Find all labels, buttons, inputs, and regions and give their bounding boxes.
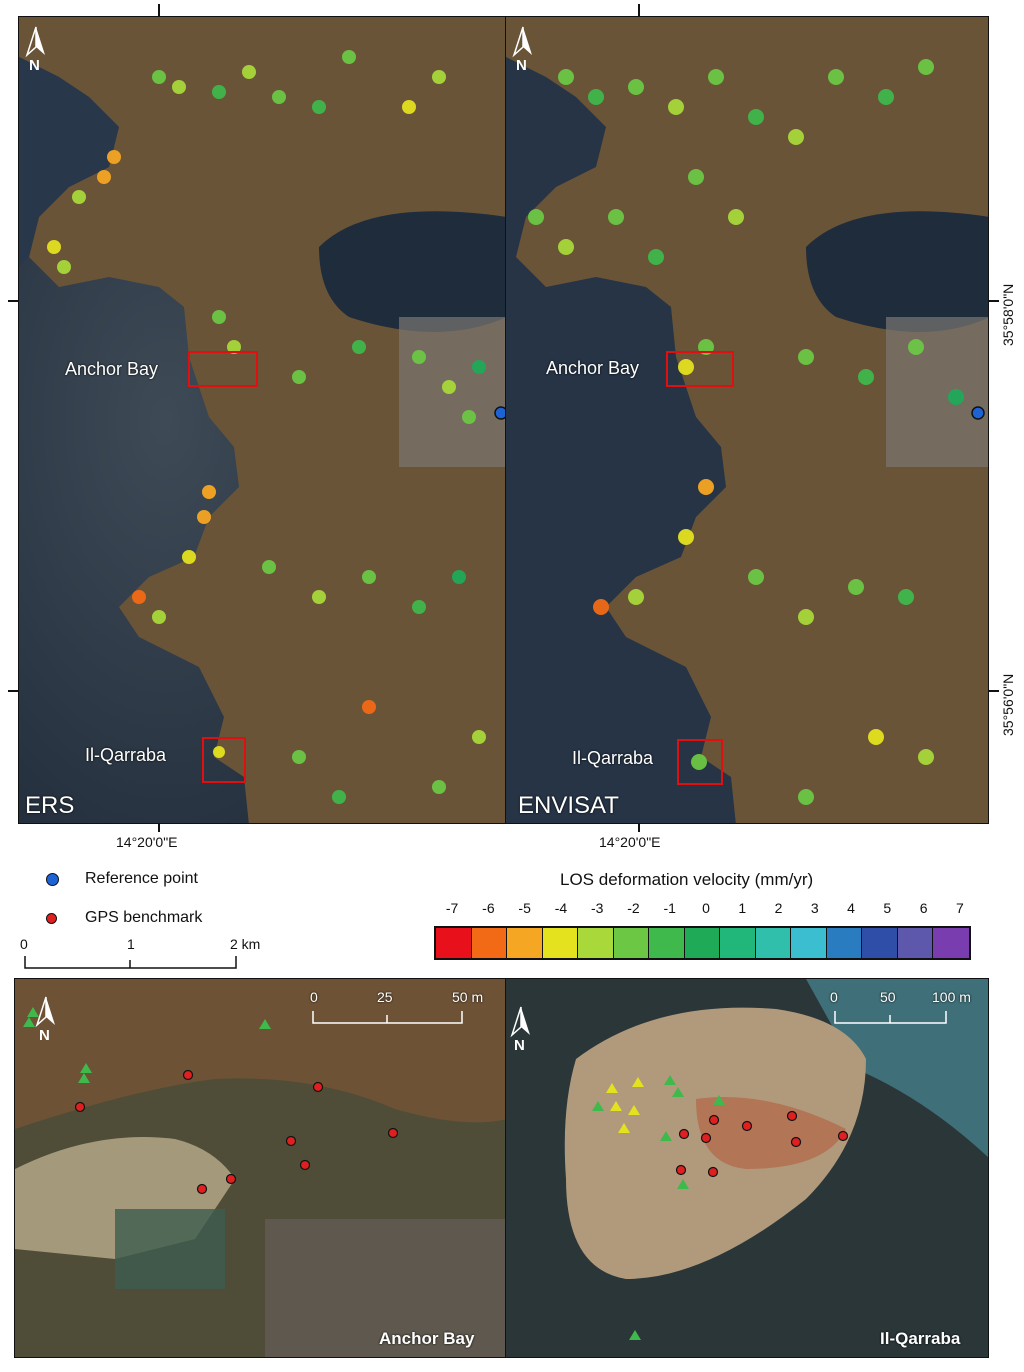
north-arrow-icon: N: [35, 995, 57, 1045]
ers-anchor-bay-label: Anchor Bay: [65, 359, 159, 379]
scale-label-2: 2 km: [230, 936, 261, 952]
colorbar-tick-label: -2: [627, 900, 640, 916]
colorbar-swatch-3: [542, 928, 578, 958]
qarraba-inset[interactable]: N 0 50 100 m Il-Qarraba: [505, 978, 989, 1358]
envisat-top-tick: [638, 4, 640, 16]
ers-map[interactable]: N Anchor Bay Il-Qarraba ERS: [18, 16, 506, 824]
envisat-right-tick-top: [989, 300, 999, 302]
north-arrow-icon: N: [512, 25, 534, 75]
main-scale-bar: [24, 956, 237, 969]
ers-lon-label: 14°20'0"E: [116, 834, 178, 850]
colorbar-swatch-12: [862, 928, 898, 958]
ers-qarraba-box[interactable]: [202, 737, 246, 783]
anchor-bay-scale-0: 0: [310, 989, 318, 1005]
colorbar-tick-label: -7: [445, 900, 459, 916]
ers-left-tick-bottom: [8, 690, 18, 692]
scale-label-0: 0: [20, 936, 28, 952]
colorbar-swatch-5: [613, 928, 649, 958]
north-label: N: [29, 57, 40, 74]
anchor-bay-scale-2: 50 m: [452, 989, 484, 1005]
qarraba-scale-2: 100 m: [932, 989, 971, 1005]
qarraba-scale-1: 50: [880, 989, 896, 1005]
velocity-legend-title: LOS deformation velocity (mm/yr): [560, 870, 814, 889]
qarraba-scale-0: 0: [830, 989, 838, 1005]
colorbar-tick-label: -5: [518, 900, 531, 916]
colorbar-tick-label: 5: [883, 900, 892, 916]
anchor-bay-inset[interactable]: N 0 25 50 m Anchor Bay: [14, 978, 506, 1358]
colorbar-swatch-13: [897, 928, 933, 958]
colorbar-swatch-11: [826, 928, 862, 958]
reference-point-label: Reference point: [85, 870, 198, 887]
colorbar-tick-label: 4: [847, 900, 855, 916]
qarraba-scale-bar: [834, 1011, 947, 1024]
envisat-panel-title: ENVISAT: [518, 792, 619, 819]
qarraba-imagery: [506, 979, 988, 1357]
colorbar-swatch-9: [755, 928, 791, 958]
colorbar-tick-label: -1: [663, 900, 676, 916]
envisat-anchor-bay-label: Anchor Bay: [546, 358, 640, 378]
colorbar-tick-label: 7: [955, 900, 964, 916]
colorbar-swatch-0: [436, 928, 472, 958]
lat-label-bottom: 35°56'0"N: [1000, 673, 1016, 736]
anchor-bay-inset-title: Anchor Bay: [379, 1329, 475, 1348]
ers-bottom-tick: [158, 824, 160, 832]
velocity-colorbar: [434, 926, 971, 960]
colorbar-tick-label: 6: [919, 900, 928, 916]
colorbar-tick-label: -3: [590, 900, 604, 916]
legend-gps-benchmark: GPS benchmark: [46, 909, 202, 927]
envisat-map-imagery: [506, 17, 988, 823]
gps-benchmark-icon: [46, 912, 57, 924]
ers-anchor-bay-box[interactable]: [188, 351, 258, 387]
colorbar-swatch-2: [507, 928, 543, 958]
north-arrow-icon: N: [510, 1005, 532, 1055]
ers-panel-title: ERS: [25, 792, 75, 819]
envisat-map[interactable]: N Anchor Bay Il-Qarraba ENVISAT: [505, 16, 989, 824]
colorbar-tick-labels: -7 -6 -5 -4 -3 -2 -1 0 1 2 3 4 5 6 7: [434, 900, 978, 920]
north-label: N: [516, 57, 527, 74]
envisat-qarraba-box[interactable]: [677, 739, 723, 785]
envisat-qarraba-label: Il-Qarraba: [572, 748, 654, 768]
colorbar-tick-label: 1: [738, 900, 747, 916]
lat-label-top: 35°58'0"N: [1000, 283, 1016, 346]
qarraba-inset-title: Il-Qarraba: [880, 1329, 961, 1348]
envisat-lon-label: 14°20'0"E: [599, 834, 661, 850]
ers-left-tick-top: [8, 300, 18, 302]
anchor-bay-scale-1: 25: [377, 989, 393, 1005]
north-label: N: [39, 1027, 50, 1044]
envisat-right-tick-bottom: [989, 690, 999, 692]
envisat-anchor-bay-box[interactable]: [666, 351, 734, 387]
anchor-bay-scale-bar: [312, 1011, 463, 1024]
gps-benchmark-label: GPS benchmark: [85, 909, 203, 926]
anchor-bay-imagery: [15, 979, 505, 1357]
colorbar-swatch-4: [578, 928, 614, 958]
colorbar-swatch-10: [791, 928, 827, 958]
colorbar-tick-label: 2: [774, 900, 783, 916]
colorbar-swatch-6: [649, 928, 685, 958]
colorbar-tick-label: -4: [554, 900, 568, 916]
colorbar-tick-label: 0: [702, 900, 710, 916]
colorbar-swatch-7: [684, 928, 720, 958]
colorbar-swatch-8: [720, 928, 756, 958]
envisat-bottom-tick: [638, 824, 640, 832]
colorbar-tick-label: 3: [810, 900, 819, 916]
north-label: N: [514, 1037, 525, 1054]
ers-map-imagery: [19, 17, 505, 823]
legend-reference-point: Reference point: [46, 870, 198, 888]
colorbar-tick-label: -6: [482, 900, 495, 916]
north-arrow-icon: N: [25, 25, 47, 75]
reference-point-icon: [46, 872, 59, 886]
scale-label-1: 1: [127, 936, 135, 952]
ers-qarraba-label: Il-Qarraba: [85, 745, 167, 765]
colorbar-swatch-14: [933, 928, 969, 958]
ers-top-tick: [158, 4, 160, 16]
colorbar-swatch-1: [471, 928, 507, 958]
